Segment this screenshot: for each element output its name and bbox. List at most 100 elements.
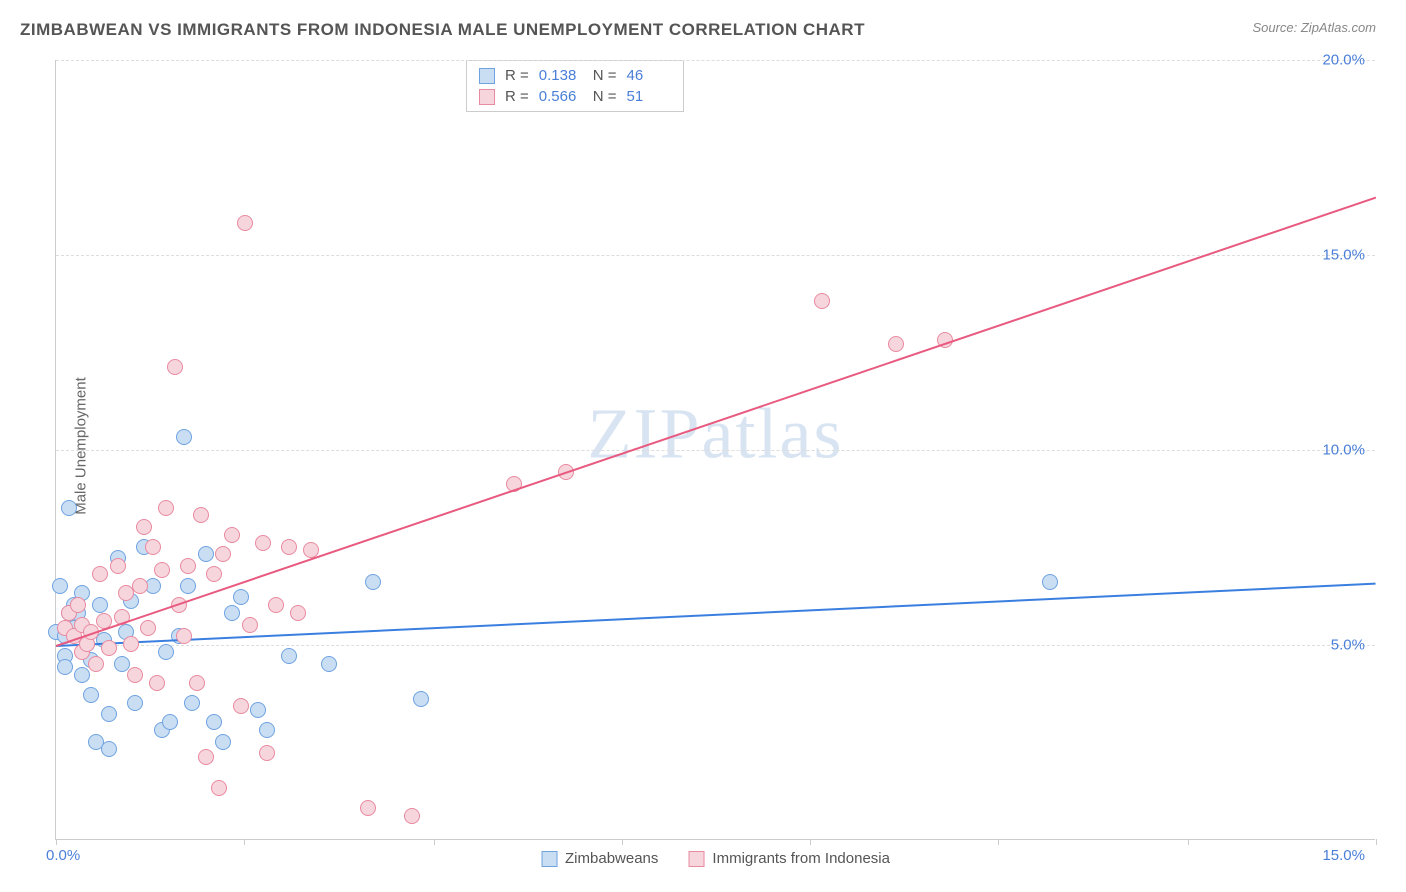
x-tick <box>998 839 999 845</box>
data-point <box>176 628 192 644</box>
r-value: 0.138 <box>539 67 583 84</box>
n-value: 46 <box>627 67 671 84</box>
stats-row: R = 0.138 N = 46 <box>479 65 671 86</box>
y-tick-label: 10.0% <box>1322 442 1365 459</box>
data-point <box>888 336 904 352</box>
data-point <box>88 656 104 672</box>
r-label: R = <box>505 88 529 105</box>
data-point <box>259 745 275 761</box>
data-point <box>211 780 227 796</box>
data-point <box>61 500 77 516</box>
data-point <box>281 539 297 555</box>
data-point <box>321 656 337 672</box>
trend-line <box>56 197 1377 647</box>
data-point <box>189 675 205 691</box>
grid-line <box>56 60 1375 61</box>
x-tick <box>622 839 623 845</box>
x-axis-origin-label: 0.0% <box>46 847 80 864</box>
data-point <box>290 605 306 621</box>
data-point <box>404 808 420 824</box>
y-tick-label: 20.0% <box>1322 52 1365 69</box>
data-point <box>242 617 258 633</box>
data-point <box>92 597 108 613</box>
legend-item: Immigrants from Indonesia <box>688 850 890 867</box>
r-label: R = <box>505 67 529 84</box>
data-point <box>123 636 139 652</box>
stats-row: R = 0.566 N = 51 <box>479 86 671 107</box>
data-point <box>101 706 117 722</box>
data-point <box>83 687 99 703</box>
data-point <box>233 698 249 714</box>
grid-line <box>56 645 1375 646</box>
source-attribution: Source: ZipAtlas.com <box>1252 20 1376 35</box>
n-label: N = <box>593 88 617 105</box>
y-tick-label: 15.0% <box>1322 247 1365 264</box>
plot-area: ZIPatlas R =0.138N =46R =0.566N =51 0.0%… <box>55 60 1375 840</box>
data-point <box>259 722 275 738</box>
data-point <box>814 293 830 309</box>
data-point <box>149 675 165 691</box>
y-tick-label: 5.0% <box>1331 637 1365 654</box>
data-point <box>154 562 170 578</box>
data-point <box>162 714 178 730</box>
data-point <box>92 566 108 582</box>
data-point <box>233 589 249 605</box>
data-point <box>158 644 174 660</box>
legend-swatch <box>688 851 704 867</box>
data-point <box>167 359 183 375</box>
chart-title: ZIMBABWEAN VS IMMIGRANTS FROM INDONESIA … <box>20 20 865 40</box>
correlation-stats-box: R = 0.138 N = 46 R = 0.566 N = 51 <box>466 60 684 112</box>
data-point <box>206 714 222 730</box>
grid-line <box>56 450 1375 451</box>
data-point <box>198 749 214 765</box>
data-point <box>52 578 68 594</box>
data-point <box>281 648 297 664</box>
x-tick <box>56 839 57 845</box>
x-tick <box>1376 839 1377 845</box>
trend-line <box>56 583 1376 647</box>
data-point <box>114 656 130 672</box>
legend-label: Zimbabweans <box>565 850 658 867</box>
data-point <box>140 620 156 636</box>
n-value: 51 <box>627 88 671 105</box>
x-tick <box>810 839 811 845</box>
data-point <box>360 800 376 816</box>
data-point <box>224 605 240 621</box>
data-point <box>255 535 271 551</box>
x-tick <box>244 839 245 845</box>
data-point <box>180 578 196 594</box>
r-value: 0.566 <box>539 88 583 105</box>
data-point <box>70 597 86 613</box>
data-point <box>57 659 73 675</box>
data-point <box>145 539 161 555</box>
legend-label: Immigrants from Indonesia <box>712 850 890 867</box>
x-axis-max-label: 15.0% <box>1322 847 1365 864</box>
data-point <box>215 546 231 562</box>
watermark: ZIPatlas <box>588 392 844 475</box>
n-label: N = <box>593 67 617 84</box>
data-point <box>127 695 143 711</box>
grid-line <box>56 255 1375 256</box>
data-point <box>224 527 240 543</box>
data-point <box>158 500 174 516</box>
bottom-legend: Zimbabweans Immigrants from Indonesia <box>541 850 890 867</box>
legend-item: Zimbabweans <box>541 850 658 867</box>
data-point <box>101 741 117 757</box>
data-point <box>74 667 90 683</box>
data-point <box>184 695 200 711</box>
data-point <box>413 691 429 707</box>
x-tick <box>434 839 435 845</box>
data-point <box>206 566 222 582</box>
data-point <box>101 640 117 656</box>
data-point <box>198 546 214 562</box>
data-point <box>237 215 253 231</box>
data-point <box>215 734 231 750</box>
data-point <box>132 578 148 594</box>
data-point <box>365 574 381 590</box>
data-point <box>268 597 284 613</box>
data-point <box>127 667 143 683</box>
legend-swatch <box>479 68 495 84</box>
data-point <box>110 558 126 574</box>
legend-swatch <box>479 89 495 105</box>
data-point <box>176 429 192 445</box>
